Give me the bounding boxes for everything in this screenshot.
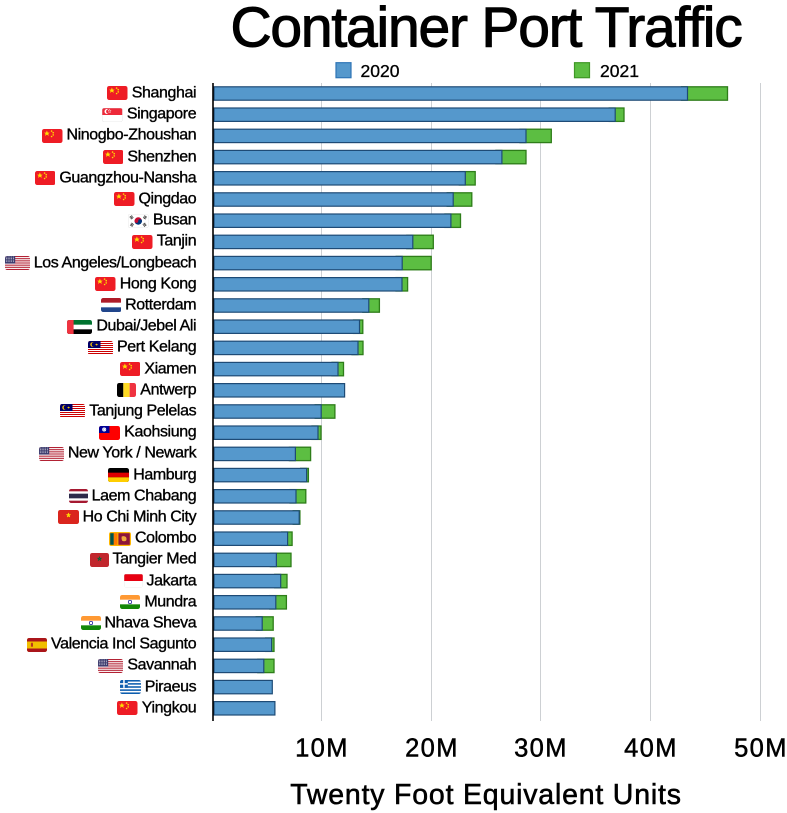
svg-text:40M: 40M xyxy=(624,735,678,763)
svg-text:30M: 30M xyxy=(514,735,568,763)
svg-text:20M: 20M xyxy=(405,735,459,763)
svg-text:10M: 10M xyxy=(295,735,349,763)
svg-text:50M: 50M xyxy=(734,735,787,763)
svg-text:Container Port Traffic: Container Port Traffic xyxy=(230,0,741,60)
svg-text:2020: 2020 xyxy=(361,61,400,81)
svg-text:2021: 2021 xyxy=(600,61,639,81)
svg-text:Twenty Foot Equivalent Units: Twenty Foot Equivalent Units xyxy=(290,779,682,811)
